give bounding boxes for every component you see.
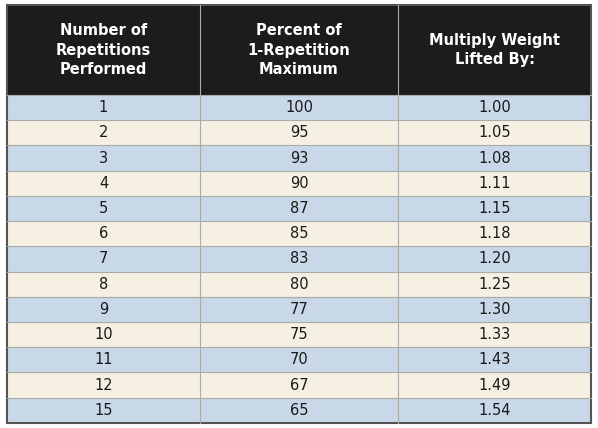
Text: 87: 87 [289,201,309,216]
Bar [7,246,200,271]
Text: 70: 70 [289,352,309,367]
Text: 67: 67 [289,377,309,392]
Bar [398,271,591,297]
Text: Multiply Weight
Lifted By:: Multiply Weight Lifted By: [429,33,560,67]
Text: 100: 100 [285,100,313,115]
Text: 1.00: 1.00 [478,100,511,115]
Bar [200,221,398,246]
Text: 1.43: 1.43 [478,352,511,367]
Bar [398,297,591,322]
Text: Percent of
1-Repetition
Maximum: Percent of 1-Repetition Maximum [248,24,350,77]
Text: 15: 15 [94,403,113,418]
Text: 93: 93 [290,151,308,166]
Text: 90: 90 [289,176,309,191]
Bar [7,146,200,171]
Bar [200,297,398,322]
Text: 1.11: 1.11 [478,176,511,191]
Text: 1.33: 1.33 [478,327,511,342]
Text: 65: 65 [290,403,308,418]
Text: 12: 12 [94,377,113,392]
Text: 1.54: 1.54 [478,403,511,418]
Bar [7,347,200,372]
Text: 1.20: 1.20 [478,251,511,266]
Text: 8: 8 [99,276,108,291]
Bar [7,196,200,221]
Bar [7,271,200,297]
Text: 1.25: 1.25 [478,276,511,291]
Bar [7,95,200,120]
Text: 83: 83 [290,251,308,266]
Text: 95: 95 [290,125,308,140]
Bar [398,146,591,171]
Text: 10: 10 [94,327,113,342]
Text: 9: 9 [99,302,108,317]
Bar [200,347,398,372]
Bar [398,120,591,146]
Bar [200,322,398,347]
Bar [7,171,200,196]
Bar [398,322,591,347]
Text: 1.15: 1.15 [478,201,511,216]
Text: 75: 75 [289,327,309,342]
Bar [7,120,200,146]
Bar [398,95,591,120]
Text: 5: 5 [99,201,108,216]
Text: 85: 85 [290,226,308,241]
Bar [200,398,398,423]
Bar [200,95,398,120]
Bar [398,372,591,398]
Text: 77: 77 [289,302,309,317]
Text: 80: 80 [289,276,309,291]
Text: 7: 7 [99,251,108,266]
Bar [398,5,591,95]
Bar [200,146,398,171]
Bar [7,322,200,347]
Bar [398,246,591,271]
Bar [398,221,591,246]
Text: 4: 4 [99,176,108,191]
Text: 3: 3 [99,151,108,166]
Text: 1: 1 [99,100,108,115]
Bar [398,398,591,423]
Text: 1.08: 1.08 [478,151,511,166]
Text: 11: 11 [94,352,113,367]
Text: 2: 2 [99,125,108,140]
Bar [200,120,398,146]
Bar [200,5,398,95]
Bar [200,271,398,297]
Bar [200,246,398,271]
Bar [398,347,591,372]
Bar [7,297,200,322]
Text: 1.05: 1.05 [478,125,511,140]
Bar [7,221,200,246]
Bar [398,171,591,196]
Bar [7,5,200,95]
Bar [7,398,200,423]
Text: 1.30: 1.30 [478,302,511,317]
Text: 1.18: 1.18 [478,226,511,241]
Text: 1.49: 1.49 [478,377,511,392]
Bar [7,372,200,398]
Bar [398,196,591,221]
Bar [200,196,398,221]
Text: 6: 6 [99,226,108,241]
Bar [200,171,398,196]
Bar [200,372,398,398]
Text: Number of
Repetitions
Performed: Number of Repetitions Performed [56,24,151,77]
